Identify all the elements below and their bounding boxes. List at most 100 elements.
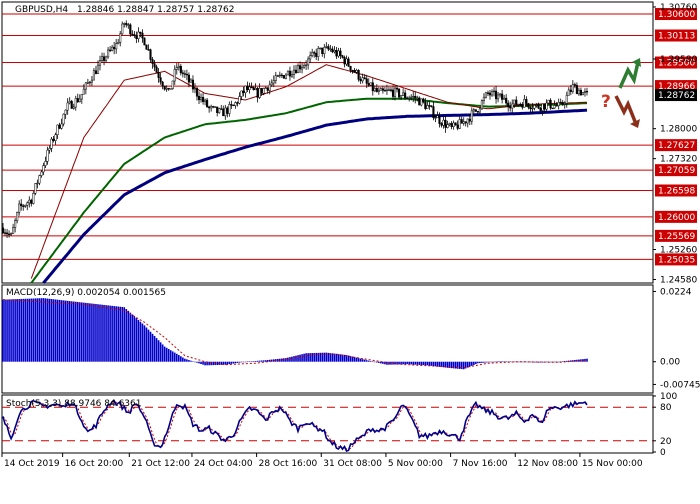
macd-histogram-bar: [450, 361, 453, 369]
candle-body: [545, 102, 548, 110]
macd-histogram-bar: [283, 358, 285, 362]
candle-body: [258, 88, 261, 98]
candle-body: [254, 88, 257, 91]
candle-body: [109, 49, 112, 52]
candle-body: [216, 106, 219, 114]
candle-body: [10, 233, 13, 235]
macd-histogram-bar: [20, 298, 23, 362]
candle-body: [583, 91, 587, 93]
macd-histogram-bar: [117, 306, 119, 362]
candle-body: [171, 80, 174, 89]
macd-histogram-bar: [313, 352, 316, 362]
price-level-label: 1.26000: [658, 213, 695, 223]
macd-histogram-bar: [483, 361, 485, 363]
candle-body: [62, 113, 65, 125]
candle-body: [117, 42, 120, 44]
candle-body: [416, 97, 419, 99]
price-level-label: 1.27059: [658, 166, 695, 176]
macd-histogram-bar: [48, 298, 51, 362]
candle-body: [385, 89, 388, 91]
candle-body: [393, 87, 397, 97]
macd-histogram-bar: [432, 361, 435, 367]
macd-histogram-bar: [58, 299, 61, 362]
price-level-tag: [655, 184, 697, 197]
candle-body: [44, 161, 47, 166]
macd-histogram-bar: [345, 355, 348, 362]
candle-body: [185, 73, 188, 76]
candle-body: [495, 90, 498, 100]
candle-body: [317, 48, 320, 57]
candle-body: [315, 52, 318, 57]
candle-body: [357, 70, 360, 80]
candle-body: [274, 75, 277, 81]
candle-body: [321, 47, 324, 54]
macd-histogram-bar: [353, 357, 356, 362]
macd-histogram-bar: [260, 360, 263, 362]
candle-body: [513, 99, 516, 105]
candle-body: [12, 227, 15, 234]
candle-body: [476, 111, 479, 113]
candle-body: [244, 85, 247, 94]
macd-histogram-bar: [206, 361, 208, 366]
candle-body: [361, 77, 364, 82]
macd-histogram-bar: [553, 361, 556, 363]
candle-body: [228, 104, 231, 114]
macd-histogram-bar: [299, 354, 301, 362]
macd-histogram-bar: [200, 361, 202, 365]
candle-body: [303, 65, 306, 68]
macd-histogram-bar: [444, 361, 447, 368]
macd-histogram-bar: [367, 360, 370, 362]
candle-body: [490, 91, 494, 96]
macd-histogram-bar: [574, 359, 576, 362]
time-axis-label: 16 Oct 20:00: [65, 459, 124, 469]
candle-body: [478, 108, 481, 113]
candle-body: [549, 99, 552, 109]
candle-body: [84, 82, 87, 90]
candle-body: [159, 77, 162, 83]
macd-histogram-bar: [194, 361, 196, 363]
candle-body: [210, 106, 213, 109]
macd-histogram-bar: [157, 340, 160, 362]
candle-body: [561, 102, 564, 105]
candle-body: [24, 205, 27, 207]
candle-body: [428, 105, 431, 107]
macd-histogram-bar: [125, 309, 128, 362]
macd-histogram-bar: [18, 299, 20, 362]
candle-body: [579, 89, 582, 96]
macd-histogram-bar: [468, 361, 471, 367]
candle-body: [135, 35, 138, 39]
candle-body: [305, 64, 308, 66]
macd-histogram-bar: [440, 361, 443, 368]
candle-body: [464, 121, 467, 124]
macd-histogram-bar: [309, 353, 311, 362]
candle-body: [20, 203, 23, 207]
macd-histogram-bar: [487, 361, 489, 363]
forecast-arrow-up-icon: [618, 58, 641, 89]
candle-body: [567, 89, 570, 96]
candle-body: [137, 31, 140, 39]
macd-axis-label: 0.0224: [660, 287, 692, 297]
macd-histogram-bar: [50, 299, 53, 362]
candle-body: [391, 89, 395, 97]
macd-histogram-bar: [537, 361, 540, 363]
macd-histogram-bar: [521, 361, 524, 363]
candle-body: [119, 33, 122, 43]
candle-body: [365, 78, 368, 84]
macd-histogram-bar: [139, 321, 142, 362]
candle-body: [189, 79, 192, 83]
macd-histogram-bar: [475, 361, 477, 365]
macd-histogram-bar: [509, 361, 512, 363]
candle-body: [264, 87, 267, 89]
candle-body: [309, 55, 312, 60]
macd-histogram-bar: [30, 298, 33, 362]
macd-histogram-bar: [307, 353, 309, 362]
candle-body: [482, 96, 485, 101]
macd-histogram-bar: [87, 303, 89, 362]
macd-axis-label: -0.007457: [660, 380, 700, 390]
macd-histogram-bar: [258, 360, 261, 362]
candle-body: [40, 171, 43, 176]
candle-body: [414, 95, 417, 99]
candle-body: [252, 86, 255, 91]
price-level-tag: [655, 210, 697, 223]
candle-body: [470, 110, 473, 122]
